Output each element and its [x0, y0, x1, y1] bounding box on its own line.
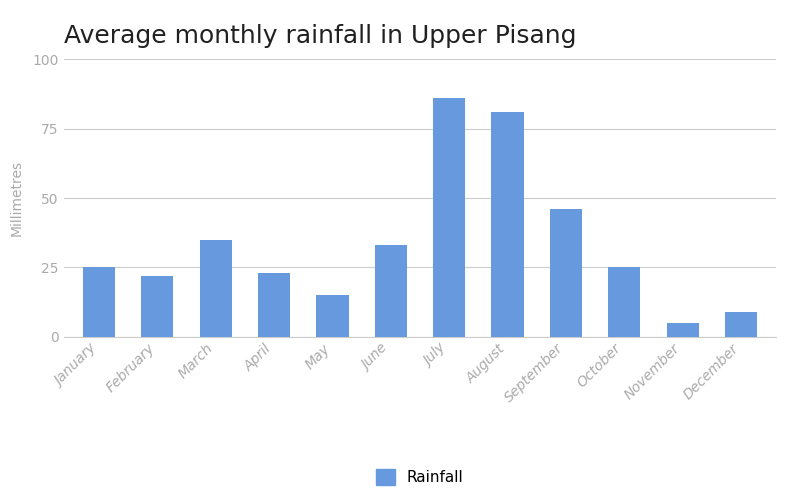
Legend: Rainfall: Rainfall	[376, 469, 464, 485]
Bar	[83, 267, 115, 337]
Bar	[200, 240, 232, 337]
Y-axis label: Millimetres: Millimetres	[10, 160, 24, 236]
Bar	[258, 273, 290, 337]
Bar	[433, 98, 466, 337]
Bar	[317, 295, 349, 337]
Bar	[550, 209, 582, 337]
Bar	[666, 323, 698, 337]
Bar	[725, 312, 757, 337]
Bar	[608, 267, 640, 337]
Bar	[374, 245, 407, 337]
Bar	[142, 276, 174, 337]
Bar	[491, 112, 523, 337]
Text: Average monthly rainfall in Upper Pisang: Average monthly rainfall in Upper Pisang	[64, 24, 577, 48]
